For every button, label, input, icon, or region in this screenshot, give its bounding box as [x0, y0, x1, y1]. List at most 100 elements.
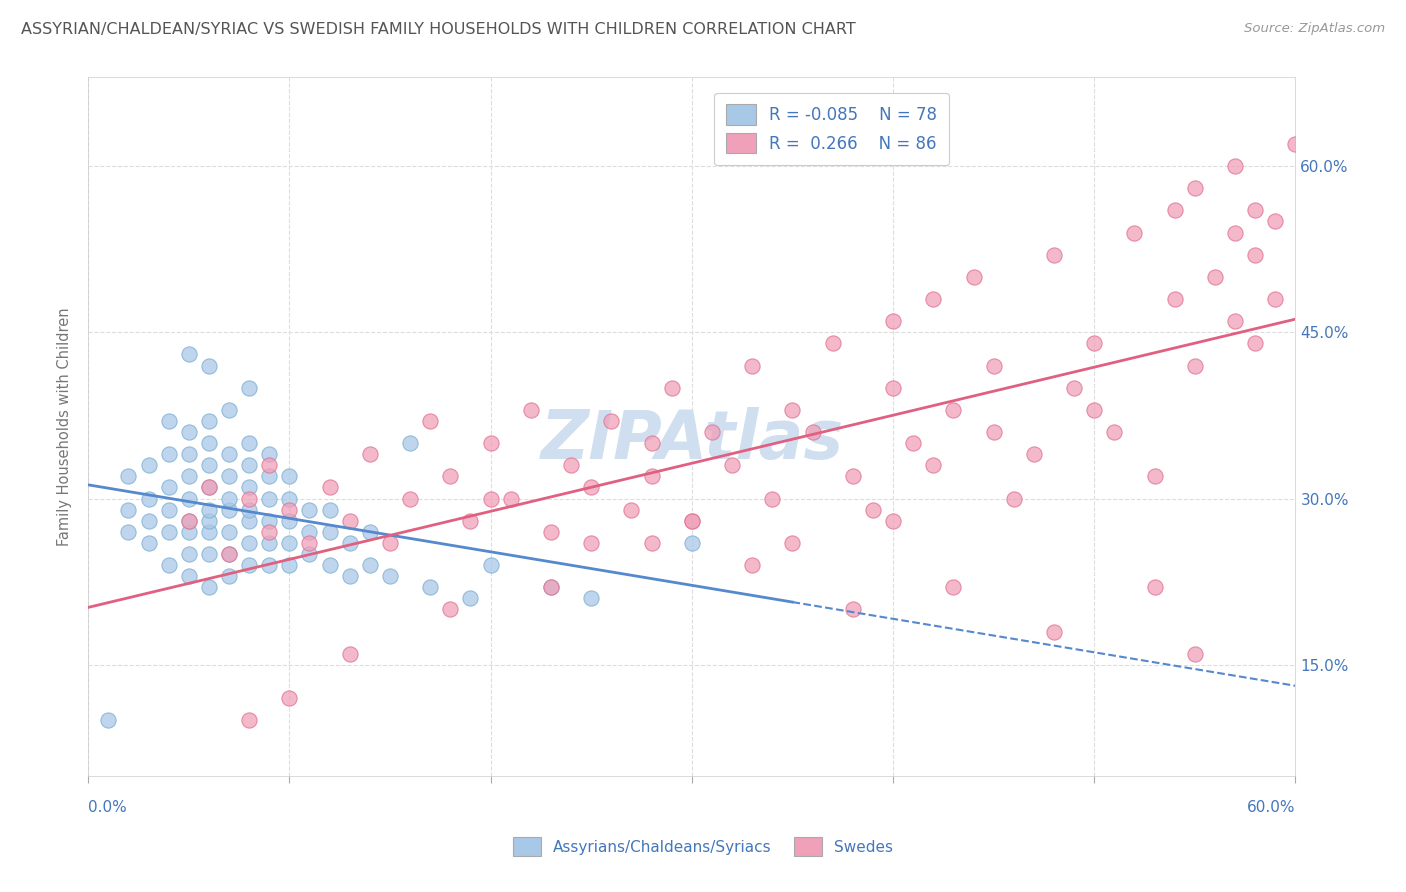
- Point: [218, 547, 240, 561]
- Point: [177, 514, 200, 528]
- Point: [983, 425, 1005, 439]
- Point: [479, 436, 502, 450]
- Point: [238, 536, 260, 550]
- Point: [157, 414, 180, 428]
- Point: [983, 359, 1005, 373]
- Point: [460, 591, 482, 606]
- Point: [1043, 624, 1066, 639]
- Point: [942, 580, 965, 594]
- Point: [882, 381, 904, 395]
- Point: [700, 425, 723, 439]
- Point: [177, 469, 200, 483]
- Point: [419, 414, 441, 428]
- Point: [238, 558, 260, 572]
- Point: [257, 447, 280, 461]
- Point: [540, 524, 562, 539]
- Point: [257, 524, 280, 539]
- Point: [218, 547, 240, 561]
- Point: [399, 491, 422, 506]
- Point: [479, 491, 502, 506]
- Text: 60.0%: 60.0%: [1247, 800, 1295, 815]
- Point: [741, 359, 763, 373]
- Point: [318, 502, 340, 516]
- Point: [238, 514, 260, 528]
- Point: [579, 591, 602, 606]
- Point: [198, 414, 221, 428]
- Point: [339, 569, 361, 583]
- Point: [1264, 292, 1286, 306]
- Point: [399, 436, 422, 450]
- Point: [238, 491, 260, 506]
- Point: [540, 580, 562, 594]
- Point: [1223, 159, 1246, 173]
- Point: [378, 569, 401, 583]
- Point: [257, 469, 280, 483]
- Point: [460, 514, 482, 528]
- Point: [922, 458, 945, 473]
- Point: [1244, 248, 1267, 262]
- Point: [339, 647, 361, 661]
- Point: [157, 502, 180, 516]
- Point: [278, 691, 301, 706]
- Point: [218, 469, 240, 483]
- Point: [157, 447, 180, 461]
- Point: [359, 447, 381, 461]
- Point: [138, 514, 160, 528]
- Point: [318, 524, 340, 539]
- Point: [138, 536, 160, 550]
- Point: [1123, 226, 1146, 240]
- Point: [177, 569, 200, 583]
- Point: [177, 447, 200, 461]
- Point: [1043, 248, 1066, 262]
- Point: [560, 458, 582, 473]
- Point: [540, 580, 562, 594]
- Point: [238, 381, 260, 395]
- Point: [1264, 214, 1286, 228]
- Point: [499, 491, 522, 506]
- Point: [198, 458, 221, 473]
- Point: [962, 269, 984, 284]
- Point: [359, 524, 381, 539]
- Point: [157, 480, 180, 494]
- Point: [339, 514, 361, 528]
- Legend: R = -0.085    N = 78, R =  0.266    N = 86: R = -0.085 N = 78, R = 0.266 N = 86: [714, 93, 949, 165]
- Point: [1244, 203, 1267, 218]
- Point: [138, 458, 160, 473]
- Point: [681, 514, 703, 528]
- Point: [579, 536, 602, 550]
- Point: [238, 713, 260, 727]
- Point: [922, 292, 945, 306]
- Point: [842, 602, 865, 616]
- Point: [278, 514, 301, 528]
- Point: [419, 580, 441, 594]
- Point: [238, 480, 260, 494]
- Point: [177, 491, 200, 506]
- Point: [218, 502, 240, 516]
- Point: [1223, 226, 1246, 240]
- Point: [1284, 136, 1306, 151]
- Text: 0.0%: 0.0%: [89, 800, 127, 815]
- Point: [198, 359, 221, 373]
- Point: [600, 414, 623, 428]
- Point: [177, 524, 200, 539]
- Point: [198, 436, 221, 450]
- Point: [661, 381, 683, 395]
- Point: [1184, 647, 1206, 661]
- Point: [177, 425, 200, 439]
- Point: [238, 502, 260, 516]
- Point: [1002, 491, 1025, 506]
- Point: [318, 480, 340, 494]
- Point: [640, 436, 662, 450]
- Point: [1164, 292, 1187, 306]
- Point: [198, 524, 221, 539]
- Point: [298, 502, 321, 516]
- Point: [882, 314, 904, 328]
- Point: [157, 558, 180, 572]
- Point: [901, 436, 924, 450]
- Point: [1204, 269, 1226, 284]
- Point: [298, 524, 321, 539]
- Point: [1143, 469, 1166, 483]
- Point: [198, 514, 221, 528]
- Point: [1223, 314, 1246, 328]
- Point: [1143, 580, 1166, 594]
